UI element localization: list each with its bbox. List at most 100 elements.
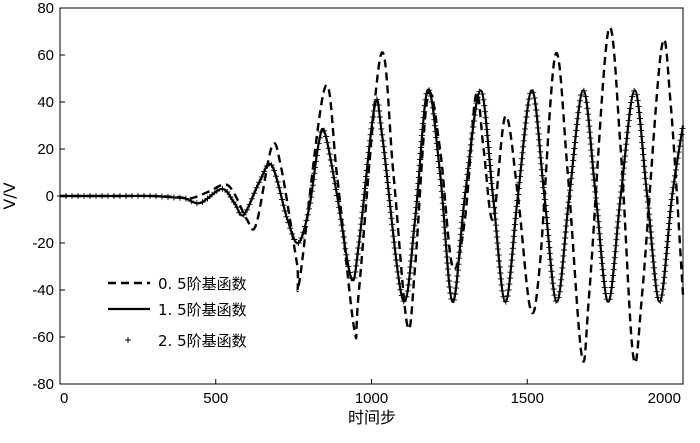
plus-marker bbox=[360, 197, 367, 204]
plus-marker bbox=[394, 268, 401, 275]
plus-marker bbox=[641, 169, 648, 176]
plus-marker bbox=[665, 226, 672, 233]
plus-marker bbox=[431, 116, 438, 123]
plus-marker bbox=[430, 110, 437, 117]
plus-marker bbox=[417, 156, 424, 163]
plus-marker bbox=[468, 135, 475, 142]
plus-marker bbox=[398, 292, 405, 299]
plus-marker bbox=[303, 217, 310, 224]
plus-marker bbox=[408, 252, 415, 259]
plus-marker bbox=[668, 202, 674, 209]
plus-marker bbox=[665, 232, 672, 239]
plus-marker bbox=[663, 250, 670, 257]
plus-marker bbox=[564, 211, 571, 218]
plus-marker bbox=[646, 217, 653, 223]
plus-marker bbox=[609, 278, 616, 285]
x-tick-label: 500 bbox=[203, 390, 228, 407]
x-tick-label: 0 bbox=[60, 390, 68, 407]
plus-marker bbox=[365, 149, 372, 156]
plus-marker bbox=[522, 125, 528, 132]
plus-marker bbox=[551, 292, 558, 299]
plus-marker bbox=[429, 98, 435, 105]
plus-marker bbox=[342, 245, 349, 252]
plus-marker bbox=[613, 230, 620, 237]
plus-marker bbox=[308, 194, 315, 201]
plus-marker bbox=[69, 193, 75, 199]
plus-marker bbox=[256, 179, 263, 186]
plus-marker bbox=[361, 191, 368, 198]
plus-marker bbox=[661, 274, 668, 281]
y-tick-label: 0 bbox=[46, 188, 54, 205]
plus-marker bbox=[93, 193, 99, 199]
plus-marker bbox=[642, 175, 649, 182]
plus-marker bbox=[616, 200, 623, 207]
plus-marker bbox=[318, 128, 324, 135]
plus-marker bbox=[412, 216, 419, 223]
plus-marker bbox=[516, 179, 523, 186]
plus-marker bbox=[573, 121, 580, 128]
plus-marker bbox=[652, 276, 659, 283]
plus-marker bbox=[338, 222, 345, 229]
plus-marker bbox=[650, 264, 657, 271]
plus-marker bbox=[429, 104, 436, 111]
plus-marker bbox=[639, 139, 646, 146]
plus-marker bbox=[233, 204, 240, 211]
plus-marker bbox=[599, 266, 606, 273]
plus-marker bbox=[577, 97, 583, 104]
plus-marker bbox=[460, 207, 467, 214]
plus-marker bbox=[236, 209, 243, 216]
plus-marker bbox=[448, 295, 455, 302]
plus-marker bbox=[674, 155, 681, 162]
plus-marker bbox=[337, 216, 344, 223]
plus-marker bbox=[340, 234, 347, 240]
plus-marker bbox=[580, 87, 587, 94]
plus-marker bbox=[273, 173, 279, 180]
plus-marker bbox=[412, 210, 419, 217]
plus-marker bbox=[360, 203, 367, 210]
plus-marker bbox=[459, 213, 466, 220]
plus-marker bbox=[382, 155, 389, 162]
plus-marker bbox=[346, 269, 353, 276]
plus-marker bbox=[538, 166, 545, 173]
plus-marker bbox=[410, 234, 417, 241]
plus-marker bbox=[649, 252, 656, 259]
plus-marker bbox=[592, 188, 599, 195]
plus-marker bbox=[421, 108, 428, 115]
plus-marker bbox=[608, 284, 615, 291]
plus-marker bbox=[666, 220, 673, 227]
plus-marker bbox=[653, 288, 660, 295]
plus-marker bbox=[610, 272, 617, 279]
plus-marker bbox=[616, 206, 623, 213]
plus-marker bbox=[209, 191, 216, 198]
plus-marker bbox=[593, 200, 600, 207]
plus-marker bbox=[482, 108, 489, 115]
plus-marker bbox=[345, 263, 352, 270]
plus-marker bbox=[675, 149, 682, 156]
plus-marker bbox=[517, 173, 524, 180]
plus-marker bbox=[598, 248, 604, 255]
plus-marker bbox=[438, 182, 445, 189]
plus-marker bbox=[246, 201, 253, 208]
plus-marker bbox=[485, 144, 492, 151]
plus-marker bbox=[367, 137, 373, 144]
plus-marker bbox=[227, 194, 234, 200]
plus-marker bbox=[413, 198, 420, 205]
plus-marker bbox=[277, 190, 284, 197]
plus-marker bbox=[421, 102, 428, 109]
plus-marker bbox=[594, 206, 601, 213]
plus-marker bbox=[666, 214, 673, 221]
plus-marker bbox=[465, 165, 472, 172]
plus-marker bbox=[612, 248, 619, 255]
plus-marker bbox=[474, 94, 481, 101]
plus-marker bbox=[612, 242, 619, 249]
plus-marker bbox=[443, 254, 450, 261]
plus-marker bbox=[437, 176, 444, 183]
plus-marker bbox=[600, 272, 607, 279]
plus-marker bbox=[316, 134, 323, 141]
plus-marker bbox=[561, 247, 568, 253]
plus-marker bbox=[263, 163, 270, 169]
plus-marker bbox=[458, 231, 464, 238]
plus-marker bbox=[445, 272, 452, 279]
plus-marker bbox=[385, 191, 392, 198]
plus-marker bbox=[497, 270, 504, 276]
